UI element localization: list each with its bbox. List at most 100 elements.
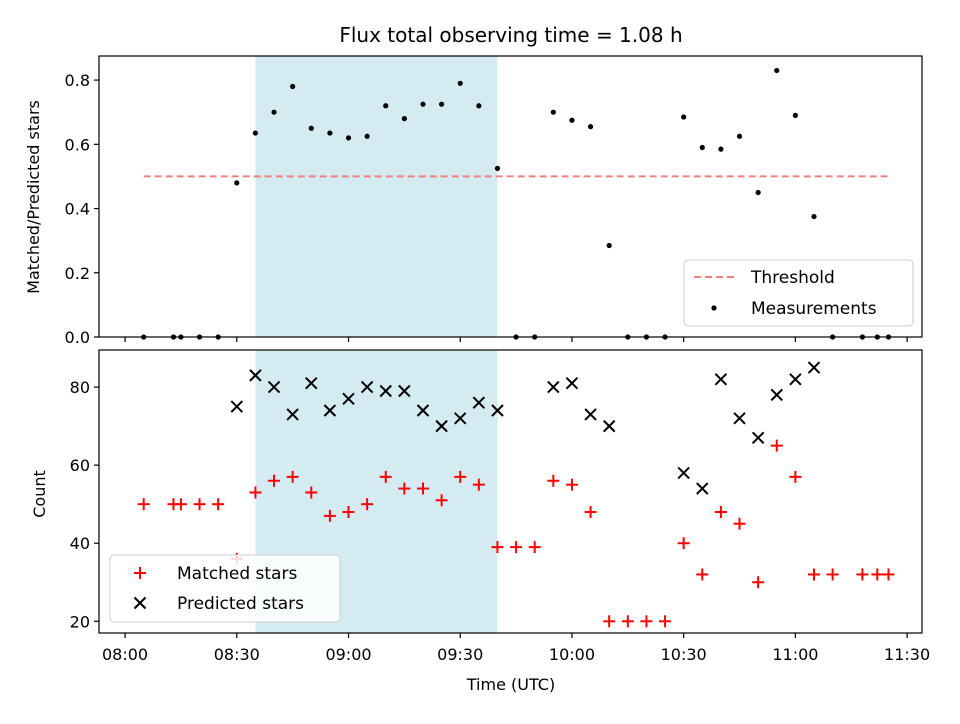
matched-star-point bbox=[770, 439, 783, 452]
predicted-star-point bbox=[472, 396, 486, 409]
bottom-y-tick-label: 40 bbox=[70, 534, 90, 553]
top-y-tick-label: 0.4 bbox=[65, 200, 90, 219]
matched-star-point bbox=[249, 486, 262, 499]
measurement-point bbox=[699, 144, 705, 151]
measurement-point bbox=[252, 130, 259, 136]
matched-star-point bbox=[416, 482, 429, 495]
x-tick-label: 09:00 bbox=[325, 645, 371, 664]
legend-matched-swatch bbox=[134, 567, 146, 579]
measurement-point bbox=[736, 133, 743, 139]
predicted-star-point bbox=[547, 380, 560, 394]
x-tick-label: 11:30 bbox=[884, 645, 930, 664]
bottom-y-ticks: 20 40 60 80 bbox=[70, 378, 99, 631]
top-panel: 0.00.20.40.60.8 Matched/Predicted stars … bbox=[24, 55, 923, 347]
top-y-tick-label: 0.6 bbox=[65, 135, 90, 154]
bottom-y-tick-label: 80 bbox=[70, 378, 90, 397]
predicted-star-point bbox=[342, 392, 355, 406]
matched-star-point bbox=[565, 478, 578, 491]
matched-star-point bbox=[435, 494, 448, 507]
matched-star-point bbox=[193, 498, 206, 511]
matched-star-point bbox=[603, 615, 616, 628]
measurement-point bbox=[494, 165, 501, 171]
legend-predicted-label: Predicted stars bbox=[177, 594, 304, 614]
x-tick-label: 10:30 bbox=[661, 645, 707, 664]
matched-star-point bbox=[808, 568, 821, 581]
measurement-point bbox=[457, 80, 463, 86]
matched-star-point bbox=[584, 505, 597, 518]
predicted-star-point bbox=[230, 400, 243, 413]
predicted-star-point bbox=[602, 419, 616, 433]
measurement-point bbox=[364, 133, 370, 139]
matched-stars-points bbox=[137, 439, 895, 628]
bottom-panel: 20 40 60 80 08:00 08:30 09:00 09:30 10:00 10:30 1… bbox=[30, 349, 930, 694]
measurement-point bbox=[681, 114, 687, 120]
measurement-point bbox=[383, 103, 389, 109]
legend-matched-label: Matched stars bbox=[177, 564, 297, 584]
matched-star-point bbox=[752, 576, 765, 589]
predicted-stars-points bbox=[230, 361, 821, 495]
matched-star-point bbox=[174, 498, 187, 511]
measurement-point bbox=[476, 103, 482, 109]
predicted-star-point bbox=[807, 361, 821, 374]
predicted-star-point bbox=[267, 380, 281, 394]
predicted-star-point bbox=[360, 380, 374, 394]
matched-star-point bbox=[856, 568, 869, 581]
top-y-axis-label: Matched/Predicted stars bbox=[24, 100, 43, 294]
matched-star-point bbox=[137, 498, 150, 511]
measurement-point bbox=[327, 130, 333, 136]
predicted-star-point bbox=[789, 373, 802, 386]
bottom-legend-box bbox=[109, 554, 341, 623]
matched-star-point bbox=[379, 470, 392, 483]
matched-star-point bbox=[882, 568, 895, 581]
matched-star-point bbox=[398, 482, 411, 495]
matched-star-point bbox=[621, 615, 634, 628]
predicted-star-point bbox=[435, 419, 448, 433]
top-axes-frame bbox=[98, 55, 923, 338]
legend-measurements-label: Measurements bbox=[751, 299, 877, 319]
matched-star-point bbox=[305, 486, 318, 499]
predicted-star-point bbox=[733, 412, 746, 425]
matched-star-point bbox=[659, 615, 672, 628]
predicted-star-point bbox=[286, 408, 299, 421]
top-y-ticks: 0.0 0.2 0.4 0.6 0.8 bbox=[65, 71, 99, 347]
matched-star-point bbox=[826, 568, 839, 581]
predicted-star-point bbox=[751, 431, 765, 445]
matched-star-point bbox=[454, 470, 467, 483]
top-y-tick-label: 0.0 bbox=[65, 328, 90, 347]
matched-star-point bbox=[640, 615, 653, 628]
measurement-point bbox=[718, 146, 724, 152]
predicted-star-point bbox=[696, 482, 709, 495]
top-x-ticks bbox=[124, 337, 908, 342]
bottom-y-tick-label: 20 bbox=[70, 612, 90, 631]
predicted-star-point bbox=[565, 376, 579, 390]
measurement-point bbox=[774, 67, 780, 74]
measurement-point bbox=[290, 83, 296, 90]
matched-star-point bbox=[286, 470, 299, 483]
bottom-x-ticks: 08:00 08:30 09:00 09:30 10:00 10:30 11:00 11:30 bbox=[102, 633, 930, 664]
measurement-point bbox=[308, 125, 314, 131]
predicted-star-point bbox=[305, 376, 318, 390]
predicted-star-point bbox=[379, 384, 392, 398]
bottom-y-tick-label: 60 bbox=[70, 456, 90, 475]
measurement-point bbox=[439, 101, 445, 107]
matched-star-point bbox=[677, 537, 690, 550]
x-tick-label: 11:00 bbox=[772, 645, 818, 664]
bottom-axes-frame bbox=[98, 349, 923, 634]
predicted-star-point bbox=[398, 384, 411, 398]
matched-star-point bbox=[342, 505, 355, 518]
top-y-tick-label: 0.2 bbox=[65, 264, 90, 283]
x-tick-label: 08:00 bbox=[102, 645, 148, 664]
x-tick-label: 10:00 bbox=[549, 645, 595, 664]
matched-star-point bbox=[714, 505, 727, 518]
measurement-point bbox=[420, 101, 426, 107]
measurement-point bbox=[345, 135, 352, 141]
matched-star-point bbox=[268, 474, 281, 487]
top-observing-span bbox=[255, 56, 498, 337]
predicted-star-point bbox=[584, 408, 597, 421]
top-legend: Threshold Measurements bbox=[683, 259, 914, 327]
matched-star-point bbox=[491, 541, 504, 554]
measurement-point bbox=[271, 109, 277, 115]
predicted-star-point bbox=[491, 404, 504, 417]
measurement-point bbox=[569, 117, 575, 123]
measurement-point bbox=[401, 116, 407, 122]
